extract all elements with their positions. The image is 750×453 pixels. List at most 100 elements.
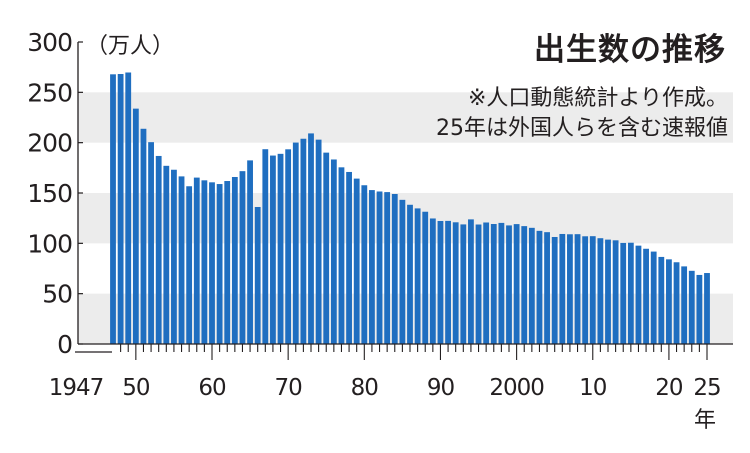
bar-2011 [597, 238, 604, 344]
x-tick-label-1947: 1947 [49, 375, 104, 401]
x-tick-label-1950: 50 [122, 375, 150, 401]
bar-1990 [437, 220, 444, 344]
y-tick-label-50: 50 [42, 280, 72, 309]
bar-1973 [308, 133, 314, 344]
bar-1981 [369, 190, 375, 344]
bar-2014 [620, 242, 627, 344]
bar-1978 [346, 171, 352, 344]
bar-2020 [666, 259, 672, 344]
bar-2016 [635, 245, 642, 344]
bar-2013 [612, 240, 619, 344]
chart-note-source: ※人口動態統計より作成。 [468, 86, 728, 111]
bar-1987 [414, 208, 421, 344]
grid-band [78, 92, 733, 143]
bar-1974 [315, 139, 322, 344]
bar-1950 [132, 108, 139, 345]
x-tick-label-2000: 2000 [489, 375, 544, 401]
bar-1963 [231, 176, 238, 344]
x-tick-label-2010: 10 [579, 375, 607, 401]
bar-2004 [544, 232, 550, 344]
bar-2021 [673, 262, 680, 344]
chart-title: 出生数の推移 [534, 32, 726, 68]
bar-2000 [513, 224, 520, 344]
x-tick-label-1990: 90 [427, 375, 455, 401]
bar-2007 [567, 234, 573, 344]
bar-1959 [201, 180, 208, 344]
bar-2025 [704, 273, 710, 344]
bar-1949 [125, 72, 132, 344]
bar-1976 [330, 159, 337, 344]
bar-2008 [574, 234, 581, 344]
x-tick-label-1960: 60 [198, 375, 226, 401]
bar-1964 [239, 171, 246, 344]
bar-2023 [688, 270, 695, 344]
bar-1975 [323, 152, 330, 344]
bar-1999 [506, 225, 512, 344]
bar-1972 [300, 138, 307, 344]
bar-1952 [148, 142, 154, 344]
x-axis-suffix: 年 [694, 408, 717, 433]
bar-2012 [605, 239, 611, 344]
bar-2005 [551, 236, 558, 344]
bar-1967 [262, 149, 269, 344]
bar-1989 [429, 218, 436, 344]
bar-1962 [224, 181, 231, 344]
bar-2024 [696, 274, 703, 344]
bar-2022 [681, 266, 688, 344]
bar-1996 [483, 222, 490, 344]
x-tick-label-1980: 80 [351, 375, 379, 401]
bar-1971 [292, 142, 299, 344]
bar-1984 [391, 194, 398, 344]
bar-1955 [171, 169, 177, 344]
bar-1977 [338, 167, 345, 344]
bar-1947 [110, 74, 116, 345]
bar-1951 [140, 128, 147, 344]
bar-1966 [254, 206, 261, 344]
bar-1960 [209, 182, 215, 344]
bar-1988 [422, 211, 429, 344]
y-tick-label-200: 200 [27, 129, 72, 158]
bar-1961 [216, 184, 223, 344]
bar-2017 [643, 248, 649, 344]
x-tick-label-2020: 20 [655, 375, 683, 401]
bar-1986 [407, 204, 413, 344]
bar-2010 [589, 236, 596, 344]
bar-1968 [270, 155, 276, 344]
y-tick-label-250: 250 [27, 78, 72, 107]
y-tick-label-100: 100 [27, 229, 72, 258]
bar-1993 [460, 224, 467, 344]
bar-1958 [193, 177, 200, 344]
bar-1980 [361, 185, 368, 344]
bar-1957 [186, 186, 193, 344]
bar-1953 [155, 155, 162, 344]
chart-note-preliminary: 25年は外国人らを含む速報値 [436, 116, 728, 141]
bar-1992 [452, 222, 459, 344]
bar-1970 [285, 149, 292, 344]
bar-1994 [468, 219, 474, 344]
x-tick-label-1970: 70 [275, 375, 303, 401]
bar-1948 [117, 74, 124, 345]
bar-1969 [277, 153, 284, 344]
bar-2001 [521, 226, 528, 344]
bar-2009 [582, 236, 589, 344]
y-axis-unit: （万人） [86, 34, 175, 59]
bar-2002 [528, 227, 535, 344]
bar-2015 [627, 242, 634, 344]
bar-2006 [559, 233, 566, 344]
bar-1979 [353, 178, 360, 344]
bar-2019 [658, 256, 665, 344]
bar-2003 [536, 230, 543, 344]
bar-1997 [490, 224, 497, 344]
y-tick-label-150: 150 [27, 179, 72, 208]
bar-1991 [445, 220, 451, 344]
bar-2018 [650, 251, 657, 344]
bar-1985 [399, 199, 406, 344]
x-tick-label-2025: 25 [693, 375, 720, 401]
bar-1983 [384, 192, 391, 344]
bar-1982 [376, 191, 383, 344]
bar-1956 [178, 176, 185, 344]
bar-1965 [247, 160, 253, 344]
bar-1954 [163, 165, 170, 344]
y-tick-label-300: 300 [27, 28, 72, 57]
